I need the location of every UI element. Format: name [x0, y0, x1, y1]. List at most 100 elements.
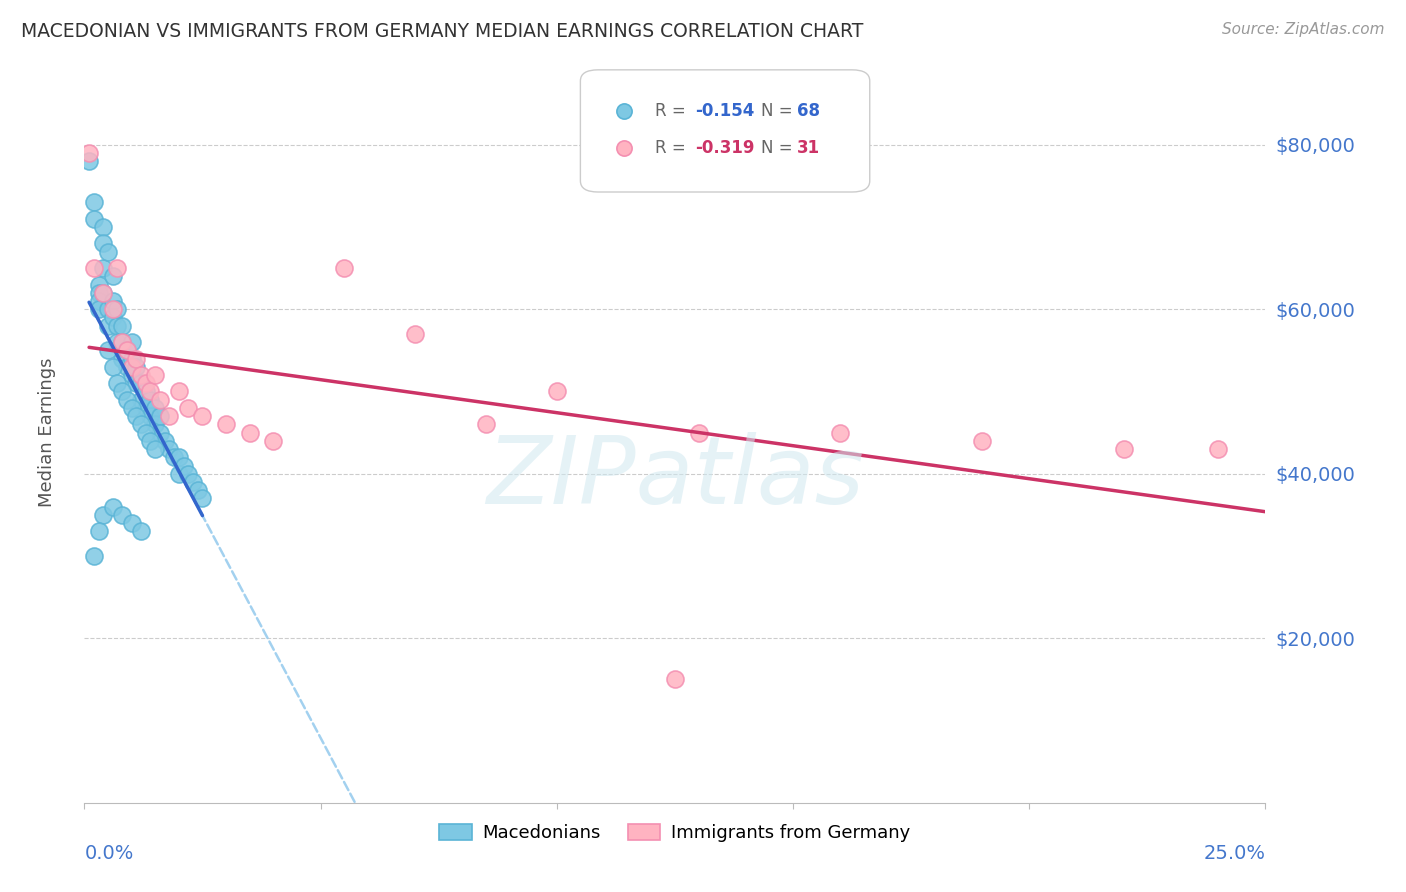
Point — [173, 458, 195, 473]
Point — [121, 368, 143, 382]
Point — [664, 673, 686, 687]
Text: R =: R = — [655, 138, 690, 157]
Point — [191, 409, 214, 424]
Point — [970, 434, 993, 448]
Point — [1206, 442, 1229, 456]
Point — [121, 516, 143, 530]
Point — [177, 401, 200, 415]
Point — [91, 261, 114, 276]
Point — [87, 285, 110, 300]
Point — [101, 269, 124, 284]
Point — [149, 425, 172, 440]
Text: 68: 68 — [797, 102, 820, 120]
Point — [143, 368, 166, 382]
Point — [135, 384, 157, 399]
Text: 31: 31 — [797, 138, 820, 157]
Point — [107, 335, 129, 350]
Point — [139, 392, 162, 407]
Point — [121, 335, 143, 350]
Point — [475, 417, 498, 432]
Point — [129, 417, 152, 432]
Point — [91, 508, 114, 522]
Point — [111, 351, 134, 366]
Point — [129, 392, 152, 407]
Point — [139, 434, 162, 448]
Point — [143, 401, 166, 415]
Point — [107, 318, 129, 333]
Point — [107, 302, 129, 317]
Point — [125, 409, 148, 424]
Point — [167, 467, 190, 481]
Text: N =: N = — [761, 102, 799, 120]
Point — [163, 450, 186, 465]
Point — [111, 335, 134, 350]
Point — [125, 359, 148, 374]
Point — [111, 318, 134, 333]
Point — [101, 293, 124, 308]
Point — [107, 376, 129, 391]
Text: Source: ZipAtlas.com: Source: ZipAtlas.com — [1222, 22, 1385, 37]
Point — [101, 500, 124, 514]
Point — [97, 318, 120, 333]
Point — [77, 145, 100, 160]
Point — [157, 442, 180, 456]
Text: Median Earnings: Median Earnings — [38, 358, 56, 508]
Point — [262, 434, 284, 448]
Point — [97, 302, 120, 317]
Point — [111, 508, 134, 522]
Point — [143, 442, 166, 456]
Point — [135, 401, 157, 415]
Point — [135, 425, 157, 440]
Point — [129, 368, 152, 382]
Point — [121, 401, 143, 415]
Point — [239, 425, 262, 440]
Point — [115, 359, 138, 374]
Point — [830, 425, 852, 440]
Point — [91, 285, 114, 300]
Point — [87, 277, 110, 292]
Point — [167, 384, 190, 399]
Legend: Macedonians, Immigrants from Germany: Macedonians, Immigrants from Germany — [432, 816, 918, 849]
Point — [1112, 442, 1135, 456]
Point — [115, 392, 138, 407]
Point — [115, 343, 138, 358]
Point — [97, 343, 120, 358]
Point — [111, 384, 134, 399]
Point — [83, 549, 105, 563]
Point — [115, 343, 138, 358]
Point — [91, 219, 114, 234]
Point — [111, 335, 134, 350]
Point — [83, 195, 105, 210]
Point — [149, 392, 172, 407]
Text: 0.0%: 0.0% — [84, 844, 134, 863]
Point — [101, 359, 124, 374]
Point — [87, 293, 110, 308]
Point — [546, 384, 568, 399]
Point — [153, 434, 176, 448]
Point — [215, 417, 238, 432]
Point — [688, 425, 710, 440]
Point — [87, 524, 110, 539]
Point — [101, 302, 124, 317]
Point — [87, 302, 110, 317]
FancyBboxPatch shape — [581, 70, 870, 192]
Text: ZIPatlas: ZIPatlas — [486, 432, 863, 523]
Point — [107, 261, 129, 276]
Point — [139, 384, 162, 399]
Text: R =: R = — [655, 102, 690, 120]
Text: 25.0%: 25.0% — [1204, 844, 1265, 863]
Point — [101, 310, 124, 325]
Point — [91, 236, 114, 251]
Point — [83, 211, 105, 226]
Point — [177, 467, 200, 481]
Point — [125, 351, 148, 366]
Point — [91, 285, 114, 300]
Text: MACEDONIAN VS IMMIGRANTS FROM GERMANY MEDIAN EARNINGS CORRELATION CHART: MACEDONIAN VS IMMIGRANTS FROM GERMANY ME… — [21, 22, 863, 41]
Text: -0.154: -0.154 — [695, 102, 755, 120]
Point — [404, 326, 426, 341]
Point — [139, 409, 162, 424]
Point — [333, 261, 356, 276]
Point — [121, 351, 143, 366]
Point — [97, 244, 120, 259]
Point — [191, 491, 214, 506]
